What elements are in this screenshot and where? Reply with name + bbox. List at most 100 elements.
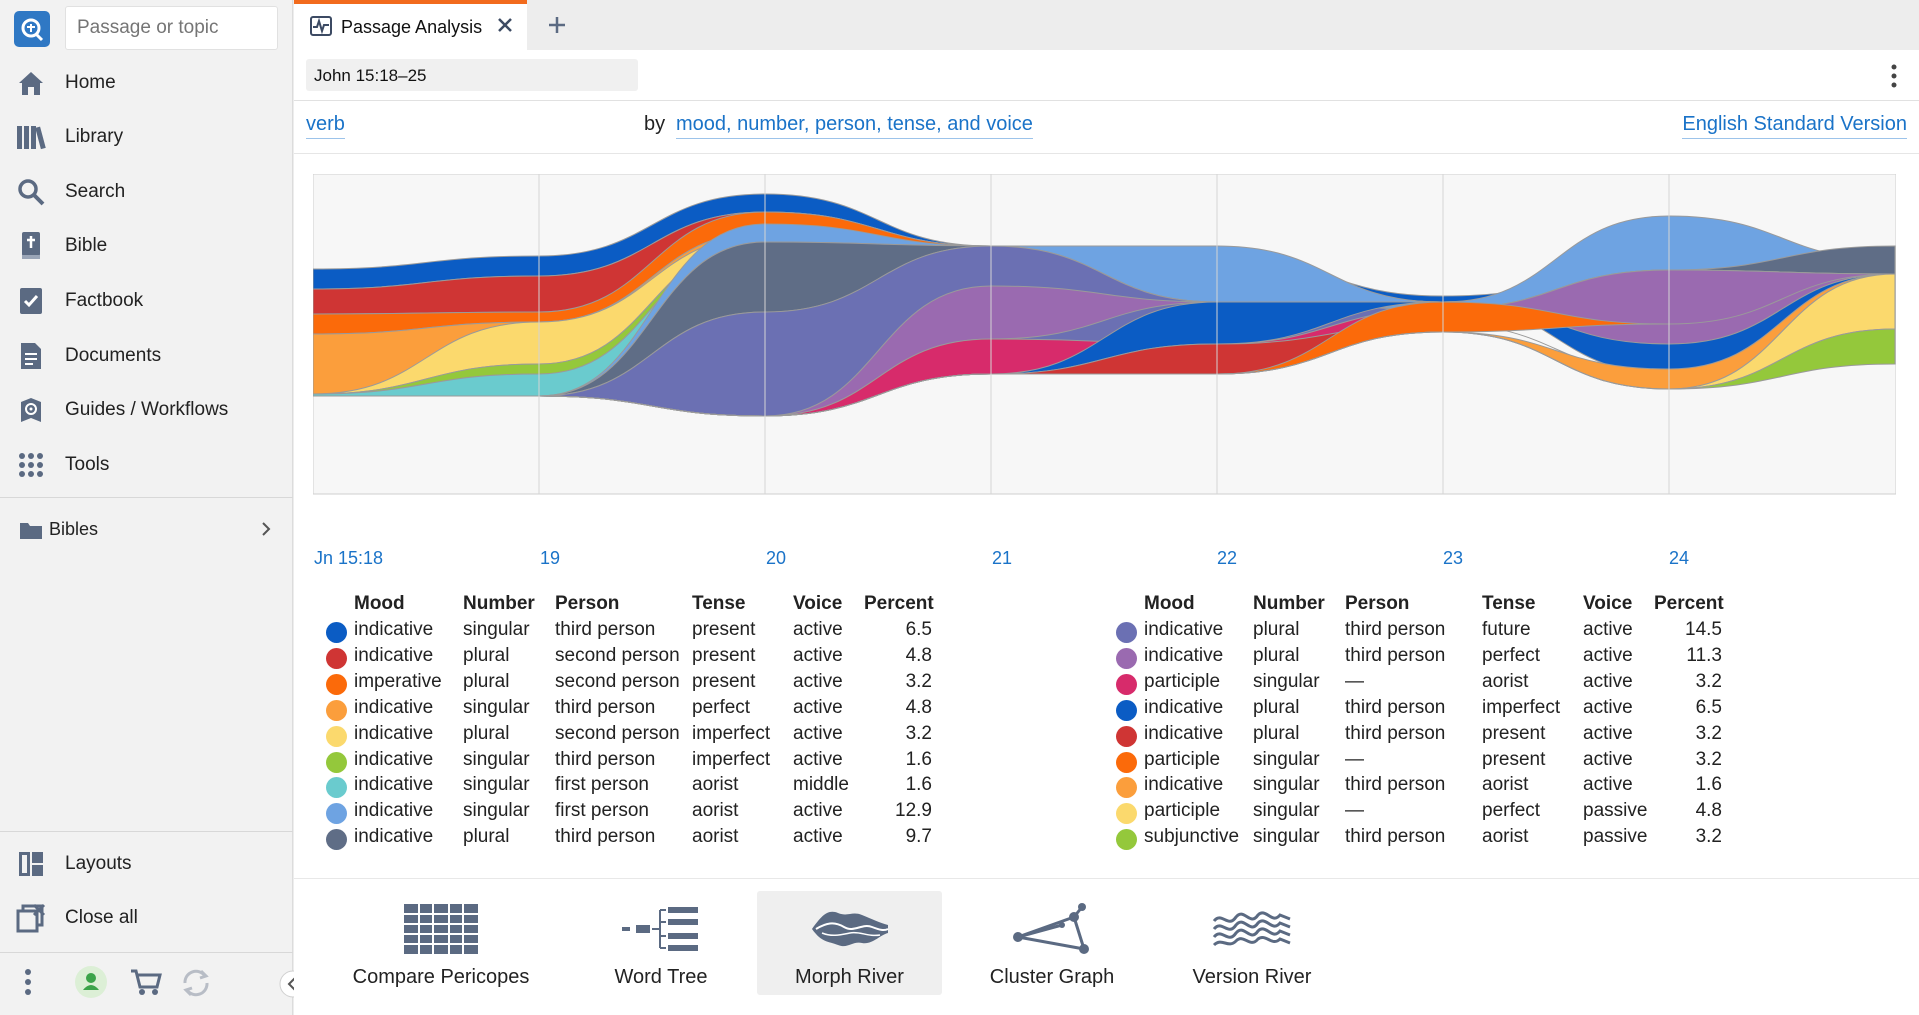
sidebar-item-guides-workflows[interactable]: Guides / Workflows [0, 385, 292, 435]
legend-cell-percent: 14.5 [1685, 619, 1722, 640]
tab-passage-analysis[interactable]: Passage Analysis [294, 0, 527, 50]
x-tick-label[interactable]: 19 [540, 548, 561, 568]
legend-cell-number: singular [1253, 670, 1320, 692]
sidebar-item-documents[interactable]: Documents [0, 331, 292, 381]
legend-row[interactable]: indicative singular third person present act… [324, 619, 944, 650]
legend-cell-percent: 4.8 [905, 696, 932, 718]
close-tab-icon[interactable] [496, 16, 514, 39]
legend-header-voice: Voice [793, 593, 843, 614]
legend-row[interactable]: indicative singular third person perfect act… [324, 697, 944, 728]
legend-cell-voice: active [793, 619, 843, 640]
more-vertical-icon[interactable] [24, 968, 32, 1001]
tool-morph-river[interactable]: Morph River [757, 891, 942, 995]
tool-version-river[interactable]: Version River [1162, 891, 1342, 995]
legend-header-number: Number [463, 593, 535, 614]
legend-swatch [1116, 647, 1137, 669]
user-avatar-icon[interactable] [74, 965, 108, 1004]
panel-menu-icon[interactable] [1884, 62, 1904, 90]
x-tick-label[interactable]: Jn 15:18 [314, 548, 384, 568]
legend-cell-tense: perfect [692, 696, 751, 718]
legend-row[interactable]: participle singular — aorist active 3.2 [1114, 671, 1734, 702]
sync-icon[interactable] [180, 968, 212, 1003]
legend-cell-tense: imperfect [1482, 696, 1561, 718]
x-tick-label[interactable]: 23 [1443, 548, 1464, 568]
legend-cell-mood: indicative [354, 619, 434, 640]
tool-word-tree[interactable]: Word Tree [576, 891, 746, 995]
legend-cell-mood: participle [1144, 800, 1221, 822]
legend-swatch [326, 803, 347, 825]
sidebar-item-bibles[interactable]: Bibles [0, 508, 292, 550]
legend-swatch [1116, 829, 1137, 851]
legend-table-left: Mood Number Person Tense Voice Percent indicat… [324, 593, 1114, 913]
sidebar-item-search[interactable]: Search [0, 167, 292, 217]
legend-row[interactable]: indicative plural third person aorist active… [324, 826, 944, 857]
sidebar-item-close-all[interactable]: Close all [0, 893, 292, 943]
cart-icon[interactable] [130, 968, 162, 1001]
tool-label: Morph River [795, 966, 904, 988]
legend-cell-person: first person [555, 800, 649, 822]
sidebar-item-layouts[interactable]: Layouts [0, 839, 292, 889]
folder-icon [19, 520, 43, 545]
legend-cell-tense: imperfect [692, 722, 771, 744]
legend-cell-voice: active [793, 670, 843, 692]
legend-row[interactable]: participle singular — perfect passive 4.8 [1114, 800, 1734, 831]
legend-cell-number: plural [463, 826, 510, 848]
legend-cell-mood: indicative [354, 800, 434, 822]
legend-header-tense: Tense [1482, 593, 1536, 614]
legend-header-mood: Mood [354, 593, 405, 614]
river-band[interactable] [313, 328, 1896, 417]
legend-row[interactable]: indicative plural second person present acti… [324, 645, 944, 676]
legend-cell-percent: 1.6 [905, 774, 932, 796]
query-subject-link[interactable]: verb [306, 113, 345, 139]
tool-cluster-graph[interactable]: Cluster Graph [962, 891, 1142, 995]
app-logo-icon[interactable] [14, 11, 50, 47]
legend-row[interactable]: imperative plural second person present acti… [324, 671, 944, 702]
legend-cell-mood: indicative [1144, 722, 1224, 744]
passage-search-input[interactable] [65, 6, 278, 50]
compare-pericopes-icon [403, 901, 479, 956]
x-tick-label[interactable]: 21 [992, 548, 1013, 568]
legend-row[interactable]: indicative plural third person imperfect act… [1114, 697, 1734, 728]
legend-row[interactable]: indicative plural third person perfect activ… [1114, 645, 1734, 676]
legend-row[interactable]: subjunctive singular third person aorist pas… [1114, 826, 1734, 857]
add-tab-icon[interactable] [542, 10, 572, 40]
legend-row[interactable]: indicative singular third person aorist acti… [1114, 774, 1734, 805]
x-tick-label[interactable]: 22 [1217, 548, 1238, 568]
sidebar-footer [0, 952, 307, 1015]
x-tick-label[interactable]: 20 [766, 548, 787, 568]
legend-cell-tense: aorist [1482, 774, 1529, 796]
legend-row[interactable]: indicative plural second person imperfect ac… [324, 723, 944, 754]
legend-row[interactable]: indicative plural third person future active… [1114, 619, 1734, 650]
legend-cell-percent: 3.2 [905, 670, 932, 692]
legend-cell-tense: present [692, 670, 756, 692]
legend-row[interactable]: participle singular — present active 3.2 [1114, 749, 1734, 780]
legend-row[interactable]: indicative singular third person imperfect a… [324, 749, 944, 780]
sidebar-item-tools[interactable]: Tools [0, 440, 292, 490]
legend-row[interactable]: indicative singular first person aorist acti… [324, 800, 944, 831]
legend-cell-person: second person [555, 644, 680, 666]
morph-river-chart[interactable] [313, 174, 1896, 541]
legend-cell-mood: indicative [354, 644, 434, 666]
legend-cell-tense: aorist [692, 774, 739, 796]
sidebar-item-bible[interactable]: Bible [0, 221, 292, 271]
sidebar-item-factbook[interactable]: Factbook [0, 276, 292, 326]
legend-cell-person: third person [1345, 774, 1446, 796]
legend-cell-tense: aorist [692, 800, 739, 822]
reference-input[interactable]: John 15:18–25 [306, 59, 638, 91]
bible-version-link[interactable]: English Standard Version [1682, 113, 1907, 139]
legend-row[interactable]: indicative singular first person aorist midd… [324, 774, 944, 805]
tab-label: Passage Analysis [341, 16, 483, 37]
tool-compare-pericopes[interactable]: Compare Pericopes [346, 891, 536, 995]
legend-cell-tense: present [1482, 748, 1546, 770]
chevron-right-icon[interactable] [260, 520, 272, 543]
legend-cell-tense: present [692, 644, 756, 666]
sidebar-item-library[interactable]: Library [0, 112, 292, 162]
query-criteria-link[interactable]: mood, number, person, tense, and voice [676, 113, 1033, 139]
legend-row[interactable]: indicative plural third person present activ… [1114, 723, 1734, 754]
reference-row: John 15:18–25 [294, 50, 1919, 101]
x-tick-label[interactable]: 24 [1669, 548, 1690, 568]
sidebar-item-home[interactable]: Home [0, 58, 292, 108]
search-icon [16, 177, 46, 207]
legend-swatch [1116, 725, 1137, 747]
legend-cell-voice: passive [1583, 826, 1648, 848]
